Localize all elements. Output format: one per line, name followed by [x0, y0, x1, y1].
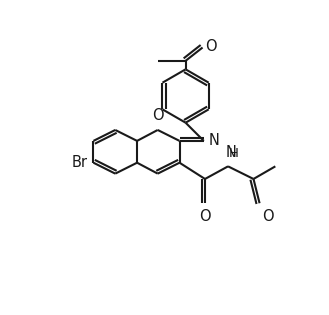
- Text: O: O: [152, 108, 164, 123]
- Text: O: O: [199, 209, 211, 224]
- Text: O: O: [206, 39, 217, 54]
- Text: N: N: [226, 145, 237, 160]
- Text: Br: Br: [71, 155, 88, 170]
- Text: H: H: [229, 147, 239, 160]
- Text: O: O: [262, 209, 274, 224]
- Text: N: N: [208, 133, 219, 148]
